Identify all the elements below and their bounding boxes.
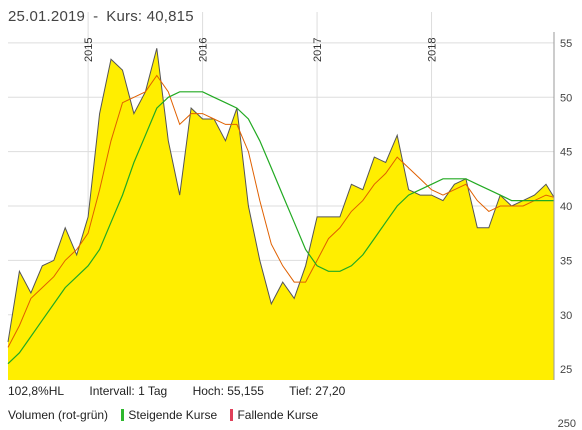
chart-header: 25.01.2019- Kurs: 40,815 [8, 8, 194, 25]
volume-axis-label: 250 [557, 418, 576, 430]
year-label: 2016 [198, 38, 210, 62]
y-tick-label: 50 [560, 92, 572, 104]
interval-stat: Intervall: 1 Tag [89, 384, 168, 398]
price-chart[interactable]: 2015 2016 2017 2018 25 30 35 40 45 50 55 [0, 0, 582, 380]
quote-date: 25.01.2019 [8, 8, 86, 25]
legend-volume: Volumen (rot-grün) [8, 408, 109, 422]
year-label: 2017 [312, 38, 324, 62]
y-tick-label: 45 [560, 147, 572, 159]
chart-legend: Volumen (rot-grün) Steigende Kurse Falle… [8, 408, 328, 422]
chart-stats: 102,8%HL Intervall: 1 Tag Hoch: 55,155 T… [8, 384, 367, 398]
year-label: 2015 [83, 38, 95, 62]
legend-rising: Steigende Kurse [121, 408, 217, 422]
y-tick-label: 30 [560, 310, 572, 322]
legend-rising-label: Steigende Kurse [128, 408, 218, 422]
y-tick-label: 25 [560, 364, 572, 376]
high-stat: Hoch: 55,155 [192, 384, 264, 398]
y-tick-label: 35 [560, 255, 572, 267]
header-separator: - [93, 8, 99, 25]
low-stat: Tief: 27,20 [289, 384, 346, 398]
moving-average-slow [7, 91, 554, 365]
legend-falling: Fallende Kurse [230, 408, 318, 422]
range-stat: 102,8%HL [8, 384, 65, 398]
legend-falling-label: Fallende Kurse [237, 408, 319, 422]
quote-price: Kurs: 40,815 [106, 8, 194, 25]
rising-swatch [121, 409, 125, 421]
y-tick-label: 40 [560, 201, 572, 213]
y-tick-label: 55 [560, 38, 572, 50]
price-area [8, 48, 554, 380]
year-markers: 2015 2016 2017 2018 [83, 38, 438, 62]
year-label: 2018 [427, 38, 439, 62]
y-axis: 25 30 35 40 45 50 55 [553, 32, 572, 380]
moving-average-fast [7, 74, 555, 348]
falling-swatch [230, 409, 234, 421]
